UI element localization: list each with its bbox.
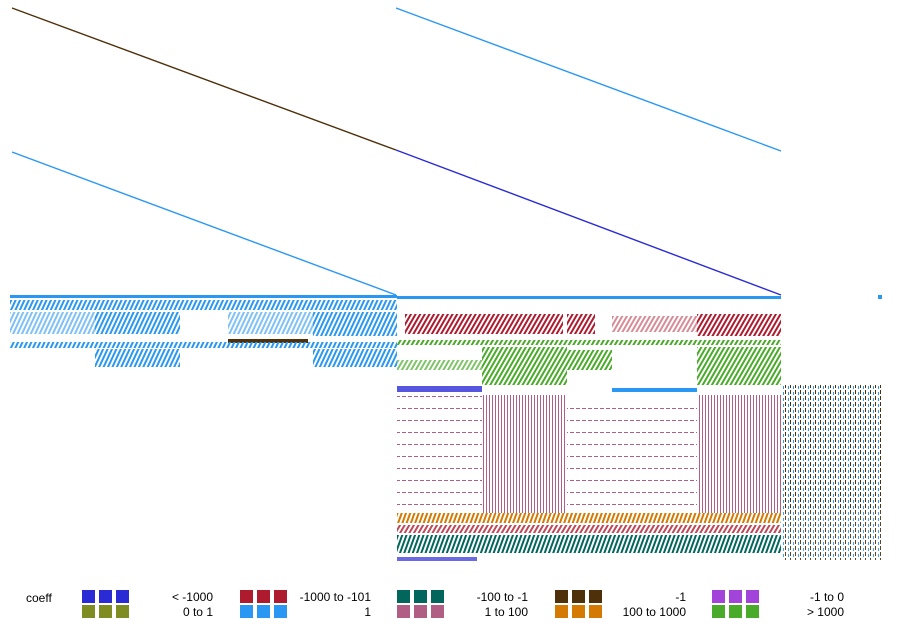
legend-label: -1000 to -101 — [299, 590, 371, 604]
middle-block — [397, 296, 781, 392]
legend-swatch — [116, 590, 129, 603]
legend-swatch — [431, 590, 444, 603]
diagonal-one-lower — [11, 151, 397, 296]
legend-swatch — [572, 590, 585, 603]
legend-swatch — [746, 590, 759, 603]
legend-swatch — [414, 590, 427, 603]
legend-label: 0 to 1 — [182, 605, 213, 619]
legend-label: < -1000 — [171, 590, 213, 604]
legend-label: -100 to -1 — [476, 590, 528, 604]
legend-swatch — [746, 605, 759, 618]
diagonal-bands — [11, 7, 782, 296]
legend-swatch — [397, 605, 410, 618]
legend-swatch — [555, 590, 568, 603]
legend-title: coeff — [26, 591, 52, 605]
legend-swatch — [712, 590, 725, 603]
left-block — [10, 295, 882, 367]
legend-swatch — [712, 605, 725, 618]
diagonal-one-upper — [395, 7, 782, 152]
sparsity-matrix-plot — [10, 7, 882, 561]
legend-label: -1 to 0 — [809, 590, 844, 604]
legend-swatch — [431, 605, 444, 618]
legend-swatch — [555, 605, 568, 618]
diagonal-less-than-minus-1000 — [395, 149, 782, 296]
legend-label: > 1000 — [806, 605, 844, 619]
legend-swatch — [257, 605, 270, 618]
legend-swatch — [257, 590, 270, 603]
legend-swatch — [240, 605, 253, 618]
legend-swatch — [82, 605, 95, 618]
legend-swatch — [116, 605, 129, 618]
legend-swatch — [99, 605, 112, 618]
legend-swatch — [99, 590, 112, 603]
legend-label: 100 to 1000 — [622, 605, 686, 619]
legend-swatch — [589, 605, 602, 618]
legend-label: 1 to 100 — [484, 605, 528, 619]
legend-swatch — [82, 590, 95, 603]
legend-swatch — [274, 590, 287, 603]
diagonal-minus-one — [11, 7, 397, 151]
legend-swatch — [414, 605, 427, 618]
legend-swatch — [240, 590, 253, 603]
legend-swatch — [274, 605, 287, 618]
lower-block — [397, 385, 882, 561]
legend-swatch — [729, 590, 742, 603]
color-legend: coeff < -1000 0 to 1 -1000 to -101 1 -100 to… — [0, 590, 901, 620]
legend-swatch — [589, 590, 602, 603]
legend-swatch — [729, 605, 742, 618]
legend-label: 1 — [364, 605, 371, 619]
legend-label: -1 — [675, 590, 686, 604]
legend-swatch — [572, 605, 585, 618]
legend-swatch — [397, 590, 410, 603]
